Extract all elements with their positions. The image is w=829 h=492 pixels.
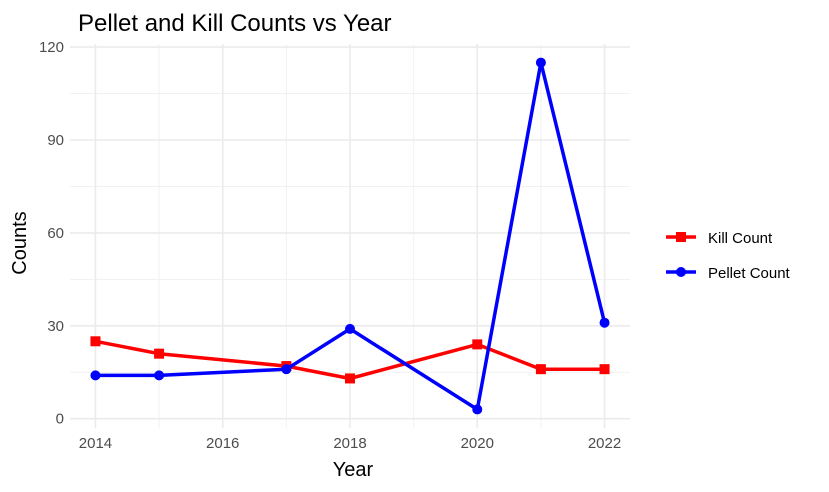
legend-item-pellet-count: Pellet Count — [666, 265, 791, 282]
kill-count-point — [345, 373, 355, 384]
y-tick-label: 60 — [47, 225, 64, 242]
chart-title: Pellet and Kill Counts vs Year — [78, 10, 392, 37]
x-tick-label: 2020 — [461, 435, 494, 452]
pellet-count-point — [90, 370, 101, 381]
legend-key-square — [676, 232, 686, 242]
x-tick-label: 2016 — [206, 435, 239, 452]
legend-item-kill-count: Kill Count — [666, 230, 773, 247]
pellet-count-series — [90, 57, 610, 415]
kill-count-point — [154, 348, 165, 359]
x-tick-label: 2014 — [79, 435, 112, 452]
pellet-count-point — [599, 317, 610, 328]
pellet-count-point — [535, 57, 546, 68]
legend-label: Kill Count — [708, 230, 773, 247]
legend: Kill Count Pellet Count — [666, 230, 791, 282]
kill-count-point — [599, 364, 610, 375]
kill-count-point — [535, 364, 546, 375]
x-tick-label: 2018 — [333, 435, 366, 452]
legend-key-circle — [676, 267, 686, 277]
pellet-count-point — [345, 323, 355, 334]
legend-label: Pellet Count — [708, 265, 791, 282]
y-tick-label: 90 — [47, 132, 64, 149]
y-axis-title: Counts — [9, 211, 31, 274]
y-tick-label: 0 — [56, 411, 64, 428]
pellet-count-point — [154, 370, 165, 381]
kill-count-point — [472, 339, 483, 350]
y-axis-ticks: 0 30 60 90 120 — [39, 39, 64, 428]
pellet-count-point — [281, 364, 292, 375]
series-layer — [90, 57, 610, 415]
x-axis-title: Year — [333, 459, 374, 481]
kill-count-point — [90, 336, 101, 347]
gridlines — [70, 44, 630, 428]
x-tick-label: 2022 — [588, 435, 621, 452]
pellet-count-point — [472, 404, 483, 415]
y-tick-label: 120 — [39, 39, 64, 56]
y-tick-label: 30 — [47, 318, 64, 335]
x-axis-ticks: 2014 2016 2018 2020 2022 — [79, 435, 621, 452]
